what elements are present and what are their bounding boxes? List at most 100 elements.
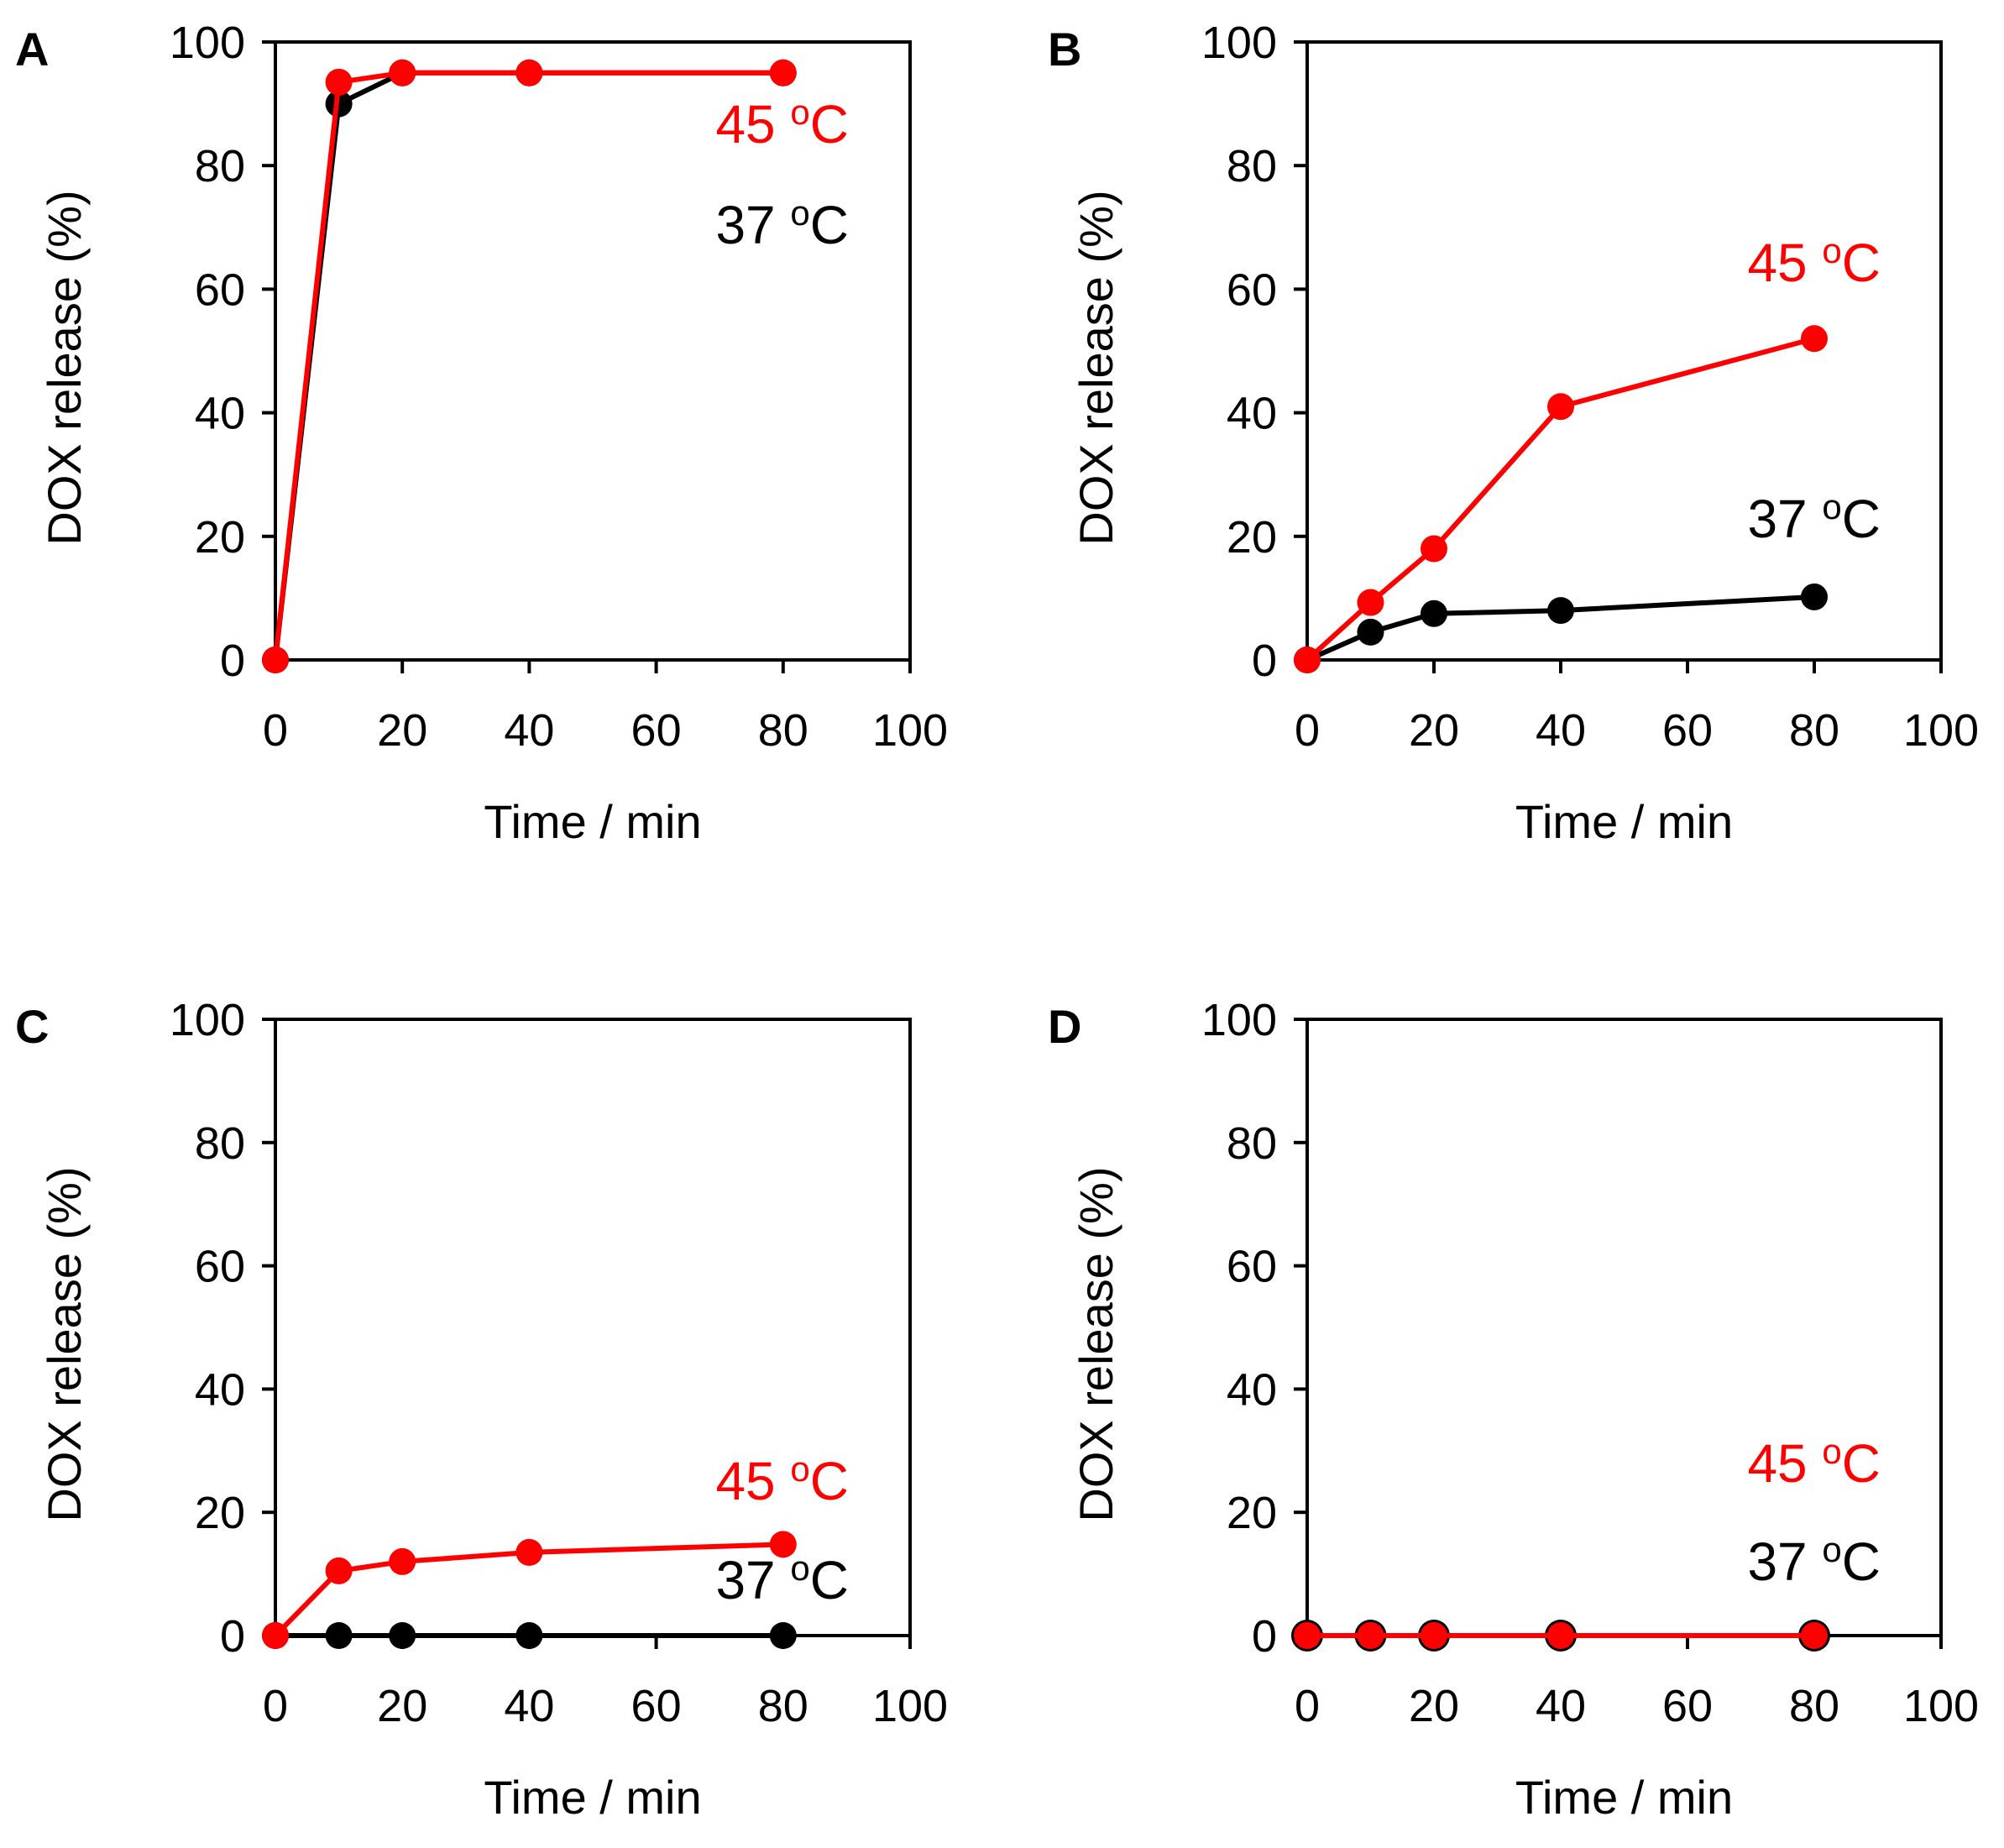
- chart-panel-a: 0 20 40 60 80 100 0 20 40 60 80 100 Time / min DOX re…: [15, 18, 948, 848]
- series-label-37c: 37 oC: [1747, 1530, 1881, 1592]
- y-tick-label: 80: [1227, 1118, 1277, 1169]
- y-tick-label: 20: [1227, 512, 1277, 563]
- series-label-number: 37: [1747, 489, 1822, 549]
- data-point-37c: [1801, 583, 1828, 610]
- y-tick-label: 100: [1201, 995, 1277, 1045]
- y-tick-label: 100: [1201, 18, 1277, 68]
- x-tick-label: 40: [504, 1681, 554, 1731]
- y-tick-label: 40: [195, 389, 245, 439]
- x-tick-label: 100: [1903, 1681, 1979, 1731]
- y-tick-label: 0: [1252, 636, 1277, 686]
- data-point-45c: [515, 59, 543, 86]
- x-tick-label: 40: [504, 705, 554, 756]
- x-tick-label: 100: [1903, 705, 1979, 756]
- x-tick-label: 20: [377, 705, 427, 756]
- y-axis-title: DOX release (%): [1070, 190, 1122, 545]
- series-label-degree: o: [1822, 487, 1841, 526]
- x-axis-title: Time / min: [484, 795, 701, 848]
- x-axis-title: Time / min: [1515, 795, 1733, 848]
- x-tick-label: 0: [263, 1681, 288, 1731]
- series-label-unit: C: [1842, 489, 1881, 549]
- x-tick-label: 80: [758, 1681, 808, 1731]
- x-tick-label: 100: [872, 705, 948, 756]
- x-tick-label: 60: [631, 1681, 682, 1731]
- series-label-45c: 45 oC: [715, 92, 849, 154]
- x-tick-label: 40: [1536, 705, 1586, 756]
- series-label-number: 37: [715, 195, 790, 255]
- y-tick-label: 100: [170, 18, 245, 68]
- chart-panel-d: 0 20 40 60 80 100 0 20 40 60 80 100 Time / min DOX re…: [1048, 995, 1979, 1824]
- data-point-37c: [769, 1622, 797, 1649]
- data-point-45c: [1547, 393, 1574, 421]
- x-tick-label: 40: [1536, 1681, 1586, 1731]
- y-tick-label: 20: [1227, 1488, 1277, 1538]
- data-point-45c: [1294, 647, 1321, 673]
- data-point-37c: [1547, 597, 1574, 625]
- series-label-number: 45: [1747, 1433, 1822, 1494]
- panel-letter: C: [15, 1000, 49, 1053]
- chart-panel-b: 0 20 40 60 80 100 0 20 40 60 80 100 Time / min DOX re…: [1048, 18, 1979, 848]
- x-tick-label: 100: [872, 1681, 948, 1731]
- data-point-37c: [515, 1622, 543, 1649]
- x-tick-label: 60: [1662, 1681, 1713, 1731]
- plot-frame: [274, 40, 912, 662]
- data-point-45c: [1294, 1622, 1321, 1649]
- series-label-degree: o: [790, 193, 809, 233]
- y-tick-label: 80: [195, 1118, 245, 1169]
- series-label-unit: C: [1842, 1433, 1881, 1494]
- x-tick-label: 0: [263, 705, 288, 756]
- series-label-unit: C: [810, 195, 849, 255]
- x-tick-label: 80: [1789, 1681, 1839, 1731]
- x-tick-label: 20: [1409, 1681, 1459, 1731]
- y-tick-label: 60: [195, 1242, 245, 1292]
- data-point-45c: [515, 1538, 543, 1566]
- data-point-45c: [769, 1531, 797, 1558]
- series-label-degree: o: [1822, 231, 1841, 270]
- y-axis-title: DOX release (%): [38, 1166, 91, 1521]
- series-label-45c: 45 oC: [1747, 1432, 1881, 1494]
- y-tick-label: 60: [1227, 264, 1277, 315]
- y-tick-label: 80: [195, 141, 245, 191]
- data-point-45c: [389, 59, 416, 86]
- series-label-unit: C: [1842, 1531, 1881, 1592]
- series-label-degree: o: [790, 1548, 809, 1588]
- data-point-37c: [1421, 599, 1447, 627]
- data-point-45c: [325, 1557, 353, 1584]
- y-tick-label: 40: [1227, 1364, 1277, 1415]
- y-axis-title: DOX release (%): [38, 190, 91, 545]
- data-point-45c: [389, 1547, 416, 1575]
- x-tick-label: 20: [1409, 705, 1459, 756]
- data-point-45c: [1357, 589, 1384, 616]
- series-line-37c: [273, 70, 783, 661]
- y-tick-label: 60: [1227, 1242, 1277, 1292]
- data-point-45c: [1357, 1622, 1384, 1649]
- data-point-37c: [389, 1622, 416, 1649]
- data-point-45c: [1421, 535, 1447, 563]
- data-point-37c: [1357, 618, 1384, 646]
- x-tick-label: 80: [758, 705, 808, 756]
- plot-frame: [1305, 40, 1943, 662]
- x-tick-label: 60: [631, 705, 682, 756]
- x-tick-label: 60: [1662, 705, 1713, 756]
- data-point-45c: [325, 68, 353, 96]
- y-tick-label: 20: [195, 1488, 245, 1538]
- series-label-number: 45: [715, 1451, 790, 1511]
- series-label-45c: 45 oC: [1747, 231, 1881, 293]
- data-point-45c: [262, 1622, 289, 1649]
- x-tick-label: 0: [1295, 705, 1320, 756]
- y-tick-label: 0: [220, 1611, 245, 1662]
- series-label-unit: C: [810, 94, 849, 154]
- series-label-37c: 37 oC: [1747, 487, 1881, 549]
- series-label-45c: 45 oC: [715, 1449, 849, 1511]
- series-label-unit: C: [1842, 233, 1881, 293]
- data-point-45c: [1547, 1622, 1574, 1649]
- series-label-unit: C: [810, 1550, 849, 1610]
- data-point-37c: [325, 1622, 353, 1649]
- y-tick-label: 80: [1227, 141, 1277, 191]
- series-label-unit: C: [810, 1451, 849, 1511]
- y-tick-label: 0: [1252, 1611, 1277, 1662]
- panel-letter: B: [1048, 23, 1081, 76]
- series-label-37c: 37 oC: [715, 1548, 849, 1610]
- y-tick-label: 40: [195, 1364, 245, 1415]
- y-tick-label: 40: [1227, 389, 1277, 439]
